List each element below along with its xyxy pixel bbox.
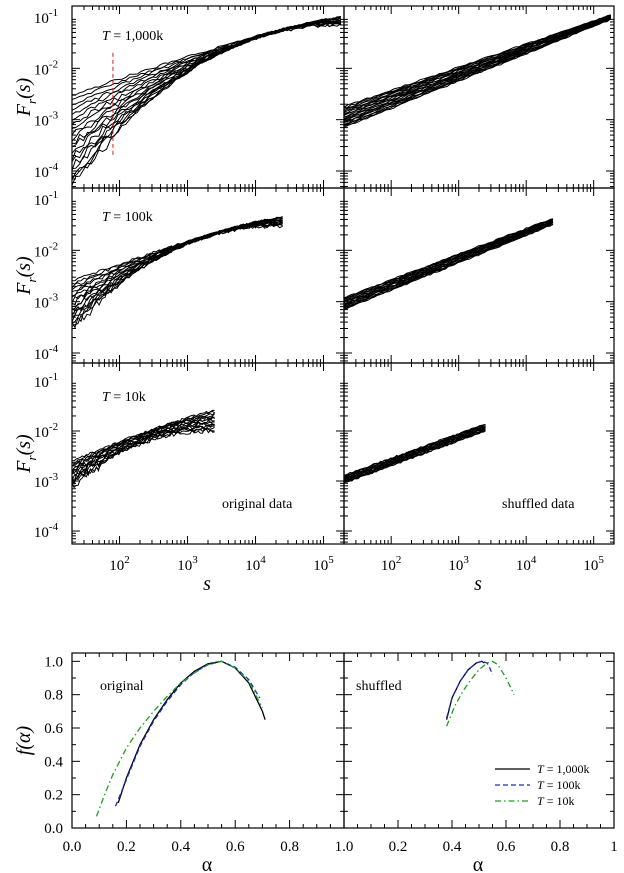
y-tick-label: 0.8 bbox=[44, 688, 63, 704]
curve bbox=[72, 23, 341, 169]
x-tick-label: 105 bbox=[583, 554, 604, 574]
panel-label-original: original bbox=[100, 679, 144, 694]
panel-frame-r2-c1 bbox=[344, 363, 614, 544]
x-tick-label: 103 bbox=[177, 554, 198, 574]
y-tick-label: 0.4 bbox=[44, 754, 63, 770]
x-tick-label: 0.4 bbox=[171, 839, 190, 855]
y-tick-label: 10-1 bbox=[34, 7, 58, 27]
fluctuation-function-panels: 10-4 10-3 10-2 10-1 Fr(s) 10-4 10-3 10-2 10-1 Fr(… bbox=[13, 6, 614, 595]
y-tick-label: 10-2 bbox=[34, 58, 58, 78]
y-tick-label: 0.6 bbox=[44, 721, 63, 737]
x-axis-label: α bbox=[202, 854, 213, 873]
x-tick-label: 104 bbox=[245, 554, 266, 574]
multifractal-spectrum-panels: 0.0 0.2 0.4 0.6 0.8 1.0 0.2 0.4 0.6 0.8 1 0.0 0.2 0.4… bbox=[13, 653, 618, 873]
curve bbox=[344, 424, 486, 475]
y-tick-label: 10-2 bbox=[34, 240, 58, 260]
curve bbox=[72, 224, 283, 328]
x-tick-label: 103 bbox=[448, 554, 469, 574]
panel-label: T = 10k bbox=[102, 390, 146, 405]
x-tick-label: 0.8 bbox=[280, 839, 299, 855]
panel-frame-r1-c1 bbox=[344, 188, 614, 363]
y-axis-label: Fr(s) bbox=[13, 77, 39, 117]
curve bbox=[72, 221, 283, 298]
y-tick-label: 10-4 bbox=[34, 161, 59, 181]
annotation-original-data: original data bbox=[222, 497, 293, 512]
x-tick-label: 102 bbox=[109, 554, 130, 574]
x-tick-label: 105 bbox=[313, 554, 334, 574]
curve bbox=[344, 16, 611, 110]
curves-shuf-10k bbox=[344, 424, 486, 483]
annotation-shuffled-data: shuffled data bbox=[502, 497, 575, 512]
legend-label: T = 10k bbox=[537, 794, 574, 808]
curve bbox=[72, 427, 215, 483]
curves-shuf-1000k bbox=[344, 15, 611, 128]
y-tick-label: 1.0 bbox=[44, 654, 63, 670]
curve bbox=[344, 19, 611, 121]
x-tick-label: 0.2 bbox=[389, 839, 408, 855]
curve bbox=[72, 220, 283, 305]
x-tick-label: 0.6 bbox=[497, 839, 516, 855]
curves-orig-100k bbox=[72, 216, 283, 327]
x-axis-label: s bbox=[203, 573, 211, 595]
curve bbox=[72, 223, 283, 322]
panel-label-shuffled: shuffled bbox=[356, 679, 402, 694]
curve bbox=[344, 17, 611, 115]
x-tick-label: 102 bbox=[381, 554, 402, 574]
y-tick-label: 10-2 bbox=[34, 421, 58, 441]
y-tick-label: 10-3 bbox=[34, 110, 59, 130]
curves-shuf-100k bbox=[344, 219, 553, 309]
curves-orig-10k bbox=[72, 410, 215, 487]
y-tick-label: 10-3 bbox=[34, 292, 59, 312]
y-tick-label: 10-1 bbox=[34, 371, 58, 391]
y-tick-label: 10-1 bbox=[34, 189, 58, 209]
curve bbox=[72, 23, 341, 171]
y-tick-label: 0.0 bbox=[44, 821, 63, 837]
x-tick-label: 0.8 bbox=[551, 839, 570, 855]
x-axis-label: α bbox=[473, 854, 484, 873]
y-axis-label: f(α) bbox=[13, 725, 35, 755]
x-tick-label: 0.2 bbox=[117, 839, 136, 855]
legend-label: T = 100k bbox=[537, 778, 580, 792]
x-tick-label: 1 bbox=[610, 839, 618, 855]
curve bbox=[72, 218, 283, 290]
spectrum-line-shuffled-2 bbox=[447, 661, 514, 726]
panel-label: T = 100k bbox=[102, 210, 153, 225]
y-tick-label: 0.2 bbox=[44, 788, 63, 804]
y-axis-label: Fr(s) bbox=[13, 256, 39, 296]
x-tick-label: 104 bbox=[516, 554, 537, 574]
x-tick-label: 1.0 bbox=[335, 839, 354, 855]
x-axis-label: s bbox=[474, 573, 482, 595]
panel-label: T = 1,000k bbox=[102, 29, 163, 44]
y-tick-label: 10-4 bbox=[34, 521, 59, 541]
x-tick-label: 0.4 bbox=[443, 839, 462, 855]
curve bbox=[344, 219, 553, 298]
x-tick-label: 0.0 bbox=[63, 839, 82, 855]
y-tick-label: 10-3 bbox=[34, 471, 59, 491]
curve bbox=[344, 15, 611, 107]
y-tick-label: 10-4 bbox=[34, 343, 59, 363]
curve bbox=[72, 23, 341, 185]
x-tick-label: 0.6 bbox=[226, 839, 245, 855]
curve bbox=[72, 221, 283, 315]
legend-label: T = 1,000k bbox=[537, 762, 589, 776]
curve bbox=[72, 224, 283, 323]
